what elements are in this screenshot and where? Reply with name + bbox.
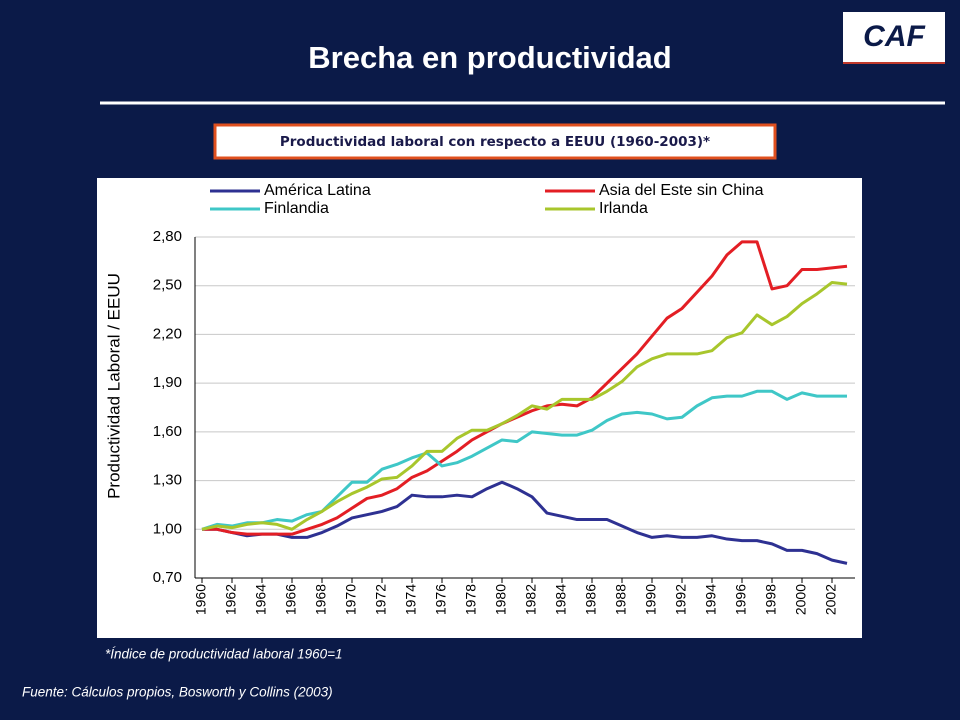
x-tick-label: 1988 bbox=[613, 584, 629, 615]
x-tick-label: 1982 bbox=[523, 584, 539, 615]
logo: CAF bbox=[863, 20, 925, 53]
chart-title-box bbox=[213, 123, 777, 160]
chart-panel bbox=[97, 178, 862, 638]
x-tick-label: 1976 bbox=[433, 584, 449, 615]
chart-title: Productividad laboral con respecto a EEU… bbox=[280, 134, 710, 150]
legend-label: Asia del Este sin China bbox=[599, 182, 764, 199]
slide-title: Brecha en productividad bbox=[308, 40, 671, 75]
x-tick-label: 1974 bbox=[403, 584, 419, 615]
x-tick-label: 1960 bbox=[193, 584, 209, 615]
x-tick-label: 1990 bbox=[643, 584, 659, 615]
y-tick-label: 1,00 bbox=[153, 520, 182, 537]
y-tick-label: 2,50 bbox=[153, 277, 182, 294]
y-tick-label: 1,60 bbox=[153, 423, 182, 440]
source: Fuente: Cálculos propios, Bosworth y Col… bbox=[22, 685, 333, 700]
x-tick-label: 1994 bbox=[703, 584, 719, 615]
x-tick-label: 1992 bbox=[673, 584, 689, 615]
x-tick-label: 1978 bbox=[463, 584, 479, 615]
legend-label: América Latina bbox=[264, 182, 371, 199]
y-tick-label: 2,80 bbox=[153, 228, 182, 245]
x-tick-label: 1968 bbox=[313, 584, 329, 615]
x-tick-label: 2000 bbox=[793, 584, 809, 615]
y-axis-label: Productividad Laboral / EEUU bbox=[104, 273, 123, 499]
y-tick-label: 1,30 bbox=[153, 472, 182, 489]
line-series bbox=[202, 480, 848, 565]
footnote: *Índice de productividad laboral 1960=1 bbox=[105, 647, 343, 662]
x-tick-label: 1998 bbox=[763, 584, 779, 615]
y-tick-label: 0,70 bbox=[153, 569, 182, 586]
x-tick-label: 1980 bbox=[493, 584, 509, 615]
legend-label: Finlandia bbox=[264, 200, 329, 217]
legend-label: Irlanda bbox=[599, 200, 648, 217]
x-tick-label: 1972 bbox=[373, 584, 389, 615]
x-tick-label: 1966 bbox=[283, 584, 299, 615]
x-tick-label: 1970 bbox=[343, 584, 359, 615]
x-tick-label: 1962 bbox=[223, 584, 239, 615]
x-tick-label: 1996 bbox=[733, 584, 749, 615]
y-tick-label: 2,20 bbox=[153, 325, 182, 342]
y-tick-label: 1,90 bbox=[153, 374, 182, 391]
line-series bbox=[201, 280, 848, 531]
x-tick-label: 2002 bbox=[823, 584, 839, 615]
x-tick-label: 1964 bbox=[253, 584, 269, 615]
line-series bbox=[201, 389, 847, 531]
logo-box bbox=[843, 12, 945, 62]
x-tick-label: 1986 bbox=[583, 584, 599, 615]
line-series bbox=[202, 240, 848, 536]
x-tick-label: 1984 bbox=[553, 584, 569, 615]
